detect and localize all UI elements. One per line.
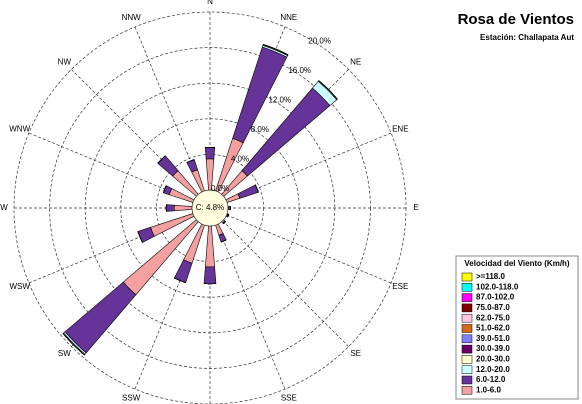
legend-label: 62.0-75.0	[476, 313, 510, 322]
spoke	[222, 220, 349, 347]
legend-label: 51.0-62.0	[476, 324, 510, 333]
legend-swatch	[461, 334, 473, 344]
ring-label: 20.0%	[308, 37, 331, 46]
legend-label: 39.0-51.0	[476, 334, 510, 343]
ring-label: 16.0%	[288, 66, 311, 75]
legend-swatch	[461, 283, 473, 292]
wedge	[203, 266, 217, 285]
direction-label: N	[207, 0, 213, 6]
ring-label: 8.0%	[251, 125, 269, 134]
calm-label: C: 4.8%	[196, 203, 224, 212]
wedge	[62, 333, 85, 356]
legend-swatch	[461, 272, 473, 282]
legend-swatch	[461, 344, 473, 354]
legend-label: 1.0-6.0	[476, 385, 501, 394]
legend-swatch	[461, 313, 473, 323]
legend-label: 87.0-102.0	[476, 293, 515, 302]
direction-label: NW	[58, 57, 72, 66]
legend-swatch	[461, 365, 473, 374]
legend-label: 12.0-20.0	[476, 365, 510, 374]
wedge	[220, 239, 227, 243]
wedge	[225, 193, 241, 203]
direction-label: SSE	[281, 393, 297, 402]
ring-label: 0.0%	[211, 184, 229, 193]
wedge	[204, 146, 216, 160]
ring-label: 12.0%	[268, 96, 291, 105]
legend-swatch	[461, 375, 473, 385]
direction-label: SE	[350, 349, 361, 358]
legend-label: 30.0-39.0	[476, 344, 510, 353]
direction-label: ESE	[392, 282, 408, 291]
direction-label: E	[413, 203, 418, 212]
wedge	[215, 223, 224, 236]
legend-label: 6.0-12.0	[476, 375, 506, 384]
chart-title: Rosa de Vientos	[458, 11, 574, 28]
legend-swatch	[461, 355, 473, 364]
direction-label: ENE	[392, 124, 408, 133]
legend-label: 75.0-87.0	[476, 303, 510, 312]
direction-label: SW	[58, 349, 71, 358]
wedge	[218, 233, 227, 243]
chart-subtitle: Estación: Challapata Aut	[480, 33, 574, 42]
direction-label: WNW	[9, 124, 30, 133]
direction-label: W	[0, 203, 8, 212]
legend-swatch	[461, 324, 473, 333]
direction-label: WSW	[9, 282, 30, 291]
direction-label: NNW	[122, 13, 142, 22]
wedge	[237, 184, 259, 199]
calm-circle	[191, 189, 229, 227]
direction-label: SSW	[122, 393, 141, 402]
wedge	[186, 159, 198, 173]
wedge	[318, 80, 338, 100]
wedge	[174, 277, 186, 283]
ring-label: 4.0%	[231, 155, 249, 164]
wedge	[165, 204, 175, 212]
legend-title: Velocidad del Viento (Km/h)	[464, 259, 570, 268]
wedge	[205, 225, 215, 268]
wedge	[173, 204, 193, 212]
direction-label: NNE	[280, 13, 297, 22]
wedge	[64, 281, 137, 354]
legend-label: >=118.0	[476, 272, 505, 281]
legend-label: 102.0-118.0	[476, 282, 519, 291]
direction-label: NE	[350, 57, 361, 66]
legend-swatch	[461, 303, 473, 313]
wedge	[157, 155, 166, 164]
legend-label: 20.0-30.0	[476, 355, 510, 364]
legend-swatch	[461, 386, 473, 395]
legend-swatch	[461, 293, 473, 302]
legend-box	[455, 255, 579, 400]
